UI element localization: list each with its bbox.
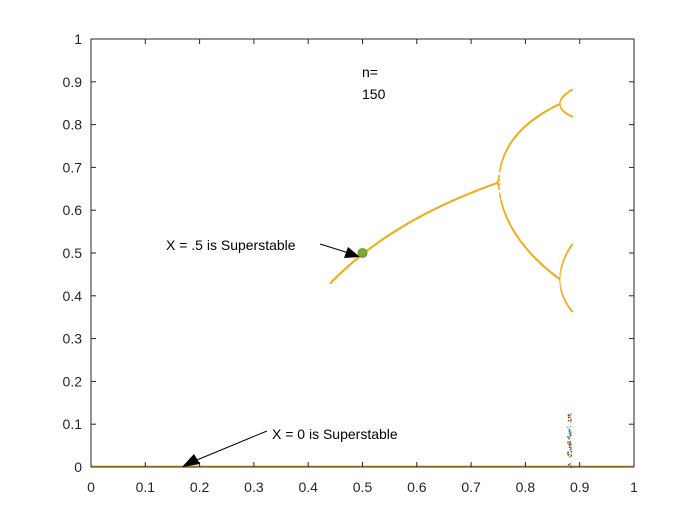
bifurcation-points bbox=[329, 88, 573, 468]
